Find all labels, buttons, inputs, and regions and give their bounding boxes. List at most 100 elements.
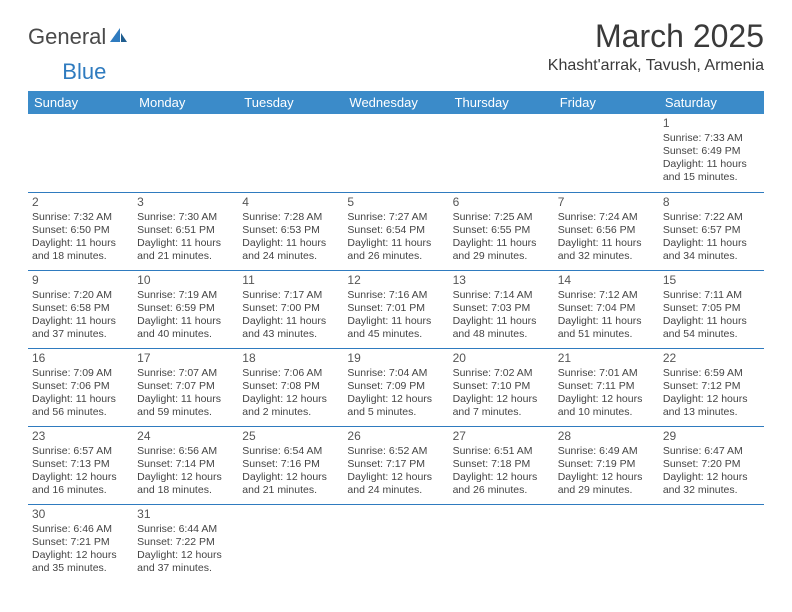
sunrise-text: Sunrise: 7:04 AM [347, 367, 444, 380]
day-number: 4 [242, 195, 339, 210]
sunset-text: Sunset: 7:17 PM [347, 458, 444, 471]
sunset-text: Sunset: 7:18 PM [453, 458, 550, 471]
calendar-cell: 2Sunrise: 7:32 AMSunset: 6:50 PMDaylight… [28, 192, 133, 270]
calendar-row: 9Sunrise: 7:20 AMSunset: 6:58 PM Daylight… [28, 270, 764, 348]
sunrise-text: Sunrise: 7:32 AM [32, 211, 129, 224]
calendar-cell: 11Sunrise: 7:17 AMSunset: 7:00 PMDayligh… [238, 270, 343, 348]
col-saturday: Saturday [659, 91, 764, 114]
sunrise-text: Sunrise: 7:20 AM [32, 289, 129, 302]
day-number: 10 [137, 273, 234, 288]
daylight-text: Daylight: 12 hours and 35 minutes. [32, 549, 129, 575]
sunset-text: Sunset: 7:16 PM [242, 458, 339, 471]
calendar-cell [554, 114, 659, 192]
page-title: March 2025 [548, 18, 764, 55]
weekday-header-row: Sunday Monday Tuesday Wednesday Thursday… [28, 91, 764, 114]
calendar-cell: 12Sunrise: 7:16 AMSunset: 7:01 PMDayligh… [343, 270, 448, 348]
sunset-text: Sunset: 7:07 PM [137, 380, 234, 393]
sunset-text: Sunset: 7:00 PM [242, 302, 339, 315]
daylight-text: Daylight: 12 hours and 24 minutes. [347, 471, 444, 497]
sunset-text: Sunset: 6:58 PM [32, 302, 129, 315]
calendar-cell: 29Sunrise: 6:47 AMSunset: 7:20 PMDayligh… [659, 426, 764, 504]
sunrise-text: Sunrise: 7:02 AM [453, 367, 550, 380]
day-number: 27 [453, 429, 550, 444]
daylight-text: Daylight: 12 hours and 5 minutes. [347, 393, 444, 419]
calendar-cell: 23Sunrise: 6:57 AMSunset: 7:13 PMDayligh… [28, 426, 133, 504]
sail-icon [108, 24, 128, 50]
daylight-text: Daylight: 11 hours and 54 minutes. [663, 315, 760, 341]
calendar-cell [343, 114, 448, 192]
day-number: 22 [663, 351, 760, 366]
day-number: 12 [347, 273, 444, 288]
sunrise-text: Sunrise: 6:44 AM [137, 523, 234, 536]
day-number: 14 [558, 273, 655, 288]
sunset-text: Sunset: 7:14 PM [137, 458, 234, 471]
calendar-cell: 25Sunrise: 6:54 AMSunset: 7:16 PMDayligh… [238, 426, 343, 504]
day-number: 18 [242, 351, 339, 366]
sunset-text: Sunset: 7:20 PM [663, 458, 760, 471]
sunset-text: Sunset: 7:09 PM [347, 380, 444, 393]
daylight-text: Daylight: 12 hours and 18 minutes. [137, 471, 234, 497]
sunset-text: Sunset: 6:54 PM [347, 224, 444, 237]
day-number: 26 [347, 429, 444, 444]
sunset-text: Sunset: 6:53 PM [242, 224, 339, 237]
daylight-text: Daylight: 11 hours and 48 minutes. [453, 315, 550, 341]
calendar-cell: 4Sunrise: 7:28 AMSunset: 6:53 PMDaylight… [238, 192, 343, 270]
calendar-cell: 6Sunrise: 7:25 AMSunset: 6:55 PMDaylight… [449, 192, 554, 270]
sunrise-text: Sunrise: 6:47 AM [663, 445, 760, 458]
title-block: March 2025 Khasht'arrak, Tavush, Armenia [548, 18, 764, 75]
calendar-cell: 14Sunrise: 7:12 AMSunset: 7:04 PMDayligh… [554, 270, 659, 348]
calendar-cell: 9Sunrise: 7:20 AMSunset: 6:58 PMDaylight… [28, 270, 133, 348]
sunset-text: Sunset: 7:21 PM [32, 536, 129, 549]
sunrise-text: Sunrise: 6:54 AM [242, 445, 339, 458]
calendar-row: 16Sunrise: 7:09 AMSunset: 7:06 PMDayligh… [28, 348, 764, 426]
sunrise-text: Sunrise: 7:22 AM [663, 211, 760, 224]
sunset-text: Sunset: 7:10 PM [453, 380, 550, 393]
sunrise-text: Sunrise: 7:24 AM [558, 211, 655, 224]
day-number: 19 [347, 351, 444, 366]
calendar-cell [133, 114, 238, 192]
day-number: 30 [32, 507, 129, 522]
calendar-cell [238, 114, 343, 192]
calendar-cell: 22Sunrise: 6:59 AMSunset: 7:12 PMDayligh… [659, 348, 764, 426]
daylight-text: Daylight: 12 hours and 26 minutes. [453, 471, 550, 497]
sunrise-text: Sunrise: 7:01 AM [558, 367, 655, 380]
daylight-text: Daylight: 11 hours and 34 minutes. [663, 237, 760, 263]
day-number: 2 [32, 195, 129, 210]
calendar-cell: 27Sunrise: 6:51 AMSunset: 7:18 PMDayligh… [449, 426, 554, 504]
sunset-text: Sunset: 7:22 PM [137, 536, 234, 549]
sunset-text: Sunset: 6:59 PM [137, 302, 234, 315]
day-number: 6 [453, 195, 550, 210]
daylight-text: Daylight: 12 hours and 29 minutes. [558, 471, 655, 497]
col-monday: Monday [133, 91, 238, 114]
sunset-text: Sunset: 6:49 PM [663, 145, 760, 158]
sunset-text: Sunset: 7:05 PM [663, 302, 760, 315]
calendar-cell [449, 114, 554, 192]
daylight-text: Daylight: 11 hours and 45 minutes. [347, 315, 444, 341]
daylight-text: Daylight: 12 hours and 7 minutes. [453, 393, 550, 419]
calendar-cell: 24Sunrise: 6:56 AMSunset: 7:14 PMDayligh… [133, 426, 238, 504]
day-number: 13 [453, 273, 550, 288]
calendar-row: 1Sunrise: 7:33 AMSunset: 6:49 PMDaylight… [28, 114, 764, 192]
calendar-cell: 15Sunrise: 7:11 AMSunset: 7:05 PMDayligh… [659, 270, 764, 348]
sunset-text: Sunset: 6:57 PM [663, 224, 760, 237]
day-number: 28 [558, 429, 655, 444]
daylight-text: Daylight: 11 hours and 29 minutes. [453, 237, 550, 263]
day-number: 5 [347, 195, 444, 210]
sunrise-text: Sunrise: 6:46 AM [32, 523, 129, 536]
calendar-cell: 7Sunrise: 7:24 AMSunset: 6:56 PMDaylight… [554, 192, 659, 270]
day-number: 8 [663, 195, 760, 210]
col-wednesday: Wednesday [343, 91, 448, 114]
day-number: 9 [32, 273, 129, 288]
calendar-table: Sunday Monday Tuesday Wednesday Thursday… [28, 91, 764, 582]
sunrise-text: Sunrise: 7:09 AM [32, 367, 129, 380]
sunrise-text: Sunrise: 7:25 AM [453, 211, 550, 224]
logo-text-1: General [28, 24, 106, 50]
col-sunday: Sunday [28, 91, 133, 114]
col-friday: Friday [554, 91, 659, 114]
calendar-cell [449, 504, 554, 582]
day-number: 17 [137, 351, 234, 366]
calendar-row: 30Sunrise: 6:46 AMSunset: 7:21 PMDayligh… [28, 504, 764, 582]
calendar-cell: 17Sunrise: 7:07 AMSunset: 7:07 PMDayligh… [133, 348, 238, 426]
sunset-text: Sunset: 7:12 PM [663, 380, 760, 393]
calendar-row: 2Sunrise: 7:32 AMSunset: 6:50 PMDaylight… [28, 192, 764, 270]
